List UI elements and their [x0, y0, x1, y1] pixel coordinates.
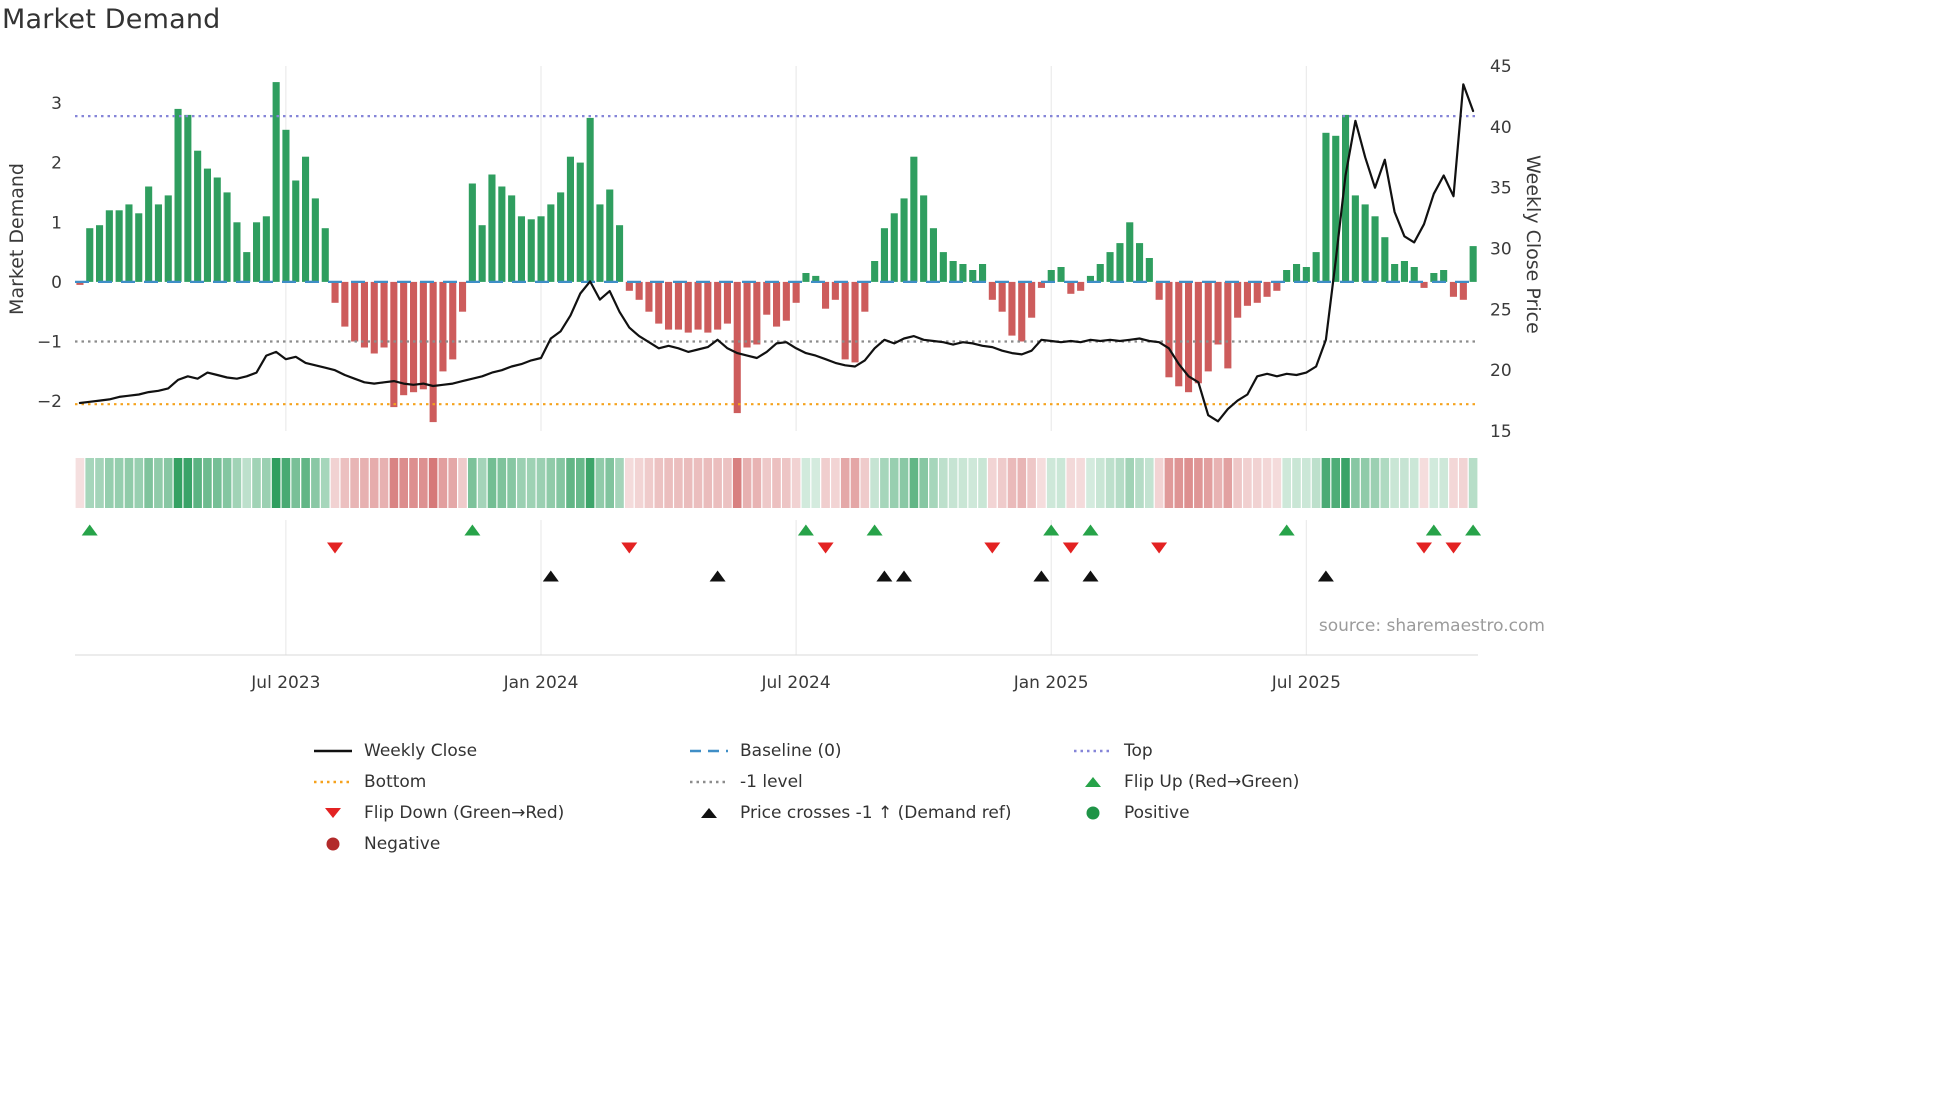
- svg-text:Jan 2024: Jan 2024: [503, 673, 579, 693]
- svg-text:25: 25: [1490, 300, 1512, 320]
- legend-dotted-swatch: [690, 780, 728, 784]
- legend-item-label: Weekly Close: [364, 741, 478, 761]
- flip-up-markers: [81, 524, 1482, 536]
- svg-text:Jul 2025: Jul 2025: [1271, 673, 1341, 693]
- demand-bars: [76, 82, 1477, 423]
- legend-item-positive: Positive: [1072, 802, 1502, 824]
- svg-text:Jan 2025: Jan 2025: [1013, 673, 1089, 693]
- legend-dotted-swatch: [1074, 749, 1112, 753]
- legend-item-label: Positive: [1124, 803, 1190, 823]
- left-axis-ticks: −2 −1 0 1 2 3: [37, 94, 62, 412]
- svg-text:−1: −1: [37, 333, 62, 353]
- legend-item-label: Flip Down (Green→Red): [364, 803, 565, 823]
- legend-item-top: Top: [1072, 740, 1502, 762]
- svg-text:15: 15: [1490, 422, 1512, 442]
- svg-text:3: 3: [51, 94, 62, 114]
- legend-item-label: Flip Up (Red→Green): [1124, 772, 1300, 792]
- svg-text:40: 40: [1490, 118, 1512, 138]
- right-axis-ticks: 15 20 25 30 35 40 45: [1490, 57, 1512, 442]
- svg-text:35: 35: [1490, 179, 1512, 199]
- legend-item-negative: Negative: [312, 833, 688, 855]
- weekly-close-line: [78, 83, 1475, 423]
- legend-item-label: -1 level: [740, 772, 803, 792]
- legend-dotted-swatch: [314, 780, 352, 784]
- legend-item-label: Price crosses -1 ↑ (Demand ref): [740, 803, 1012, 823]
- legend-line-swatch: [314, 749, 352, 753]
- legend-item-label: Negative: [364, 834, 441, 854]
- x-axis-ticks: Jul 2023 Jan 2024 Jul 2024 Jan 2025 Jul 2025: [250, 673, 1341, 693]
- reference-lines: [75, 114, 1478, 406]
- source-text: source: sharemaestro.com: [1318, 616, 1545, 636]
- svg-text:30: 30: [1490, 240, 1512, 260]
- svg-text:2: 2: [51, 154, 62, 174]
- legend-triangle-up-icon: [701, 808, 717, 818]
- legend-item-bottom: Bottom: [312, 771, 688, 793]
- svg-text:−2: −2: [37, 392, 62, 412]
- demand-heatmap-strip: [75, 458, 1478, 508]
- legend-item-flip-up: Flip Up (Red→Green): [1072, 771, 1502, 793]
- legend-triangle-up-icon: [1085, 777, 1101, 787]
- legend-item-label: Baseline (0): [740, 741, 842, 761]
- svg-text:1: 1: [51, 213, 62, 233]
- left-axis-title: Market Demand: [6, 163, 28, 315]
- legend-item-label: Bottom: [364, 772, 427, 792]
- svg-text:45: 45: [1490, 57, 1512, 77]
- legend-dot-icon: [1086, 806, 1100, 820]
- flip-down-markers: [327, 542, 1462, 554]
- legend-item-baseline: Baseline (0): [688, 740, 1072, 762]
- legend-triangle-down-icon: [325, 808, 341, 818]
- legend-item-minus1-level: -1 level: [688, 771, 1072, 793]
- svg-text:20: 20: [1490, 361, 1512, 381]
- svg-text:0: 0: [51, 273, 62, 293]
- legend-dot-icon: [326, 837, 340, 851]
- legend-item-price-cross: Price crosses -1 ↑ (Demand ref): [688, 802, 1072, 824]
- legend-dashed-swatch: [690, 749, 728, 753]
- legend-item-flip-down: Flip Down (Green→Red): [312, 802, 688, 824]
- legend-item-label: Top: [1124, 741, 1153, 761]
- price-cross-markers: [542, 570, 1334, 582]
- svg-text:Jul 2024: Jul 2024: [761, 673, 831, 693]
- legend-item-weekly-close: Weekly Close: [312, 740, 688, 762]
- svg-text:Jul 2023: Jul 2023: [250, 673, 320, 693]
- right-axis-title: Weekly Close Price: [1522, 155, 1544, 334]
- page-title: Market Demand: [2, 4, 221, 35]
- legend: Weekly Close Baseline (0) Top Bottom -1 leve…: [312, 740, 1502, 855]
